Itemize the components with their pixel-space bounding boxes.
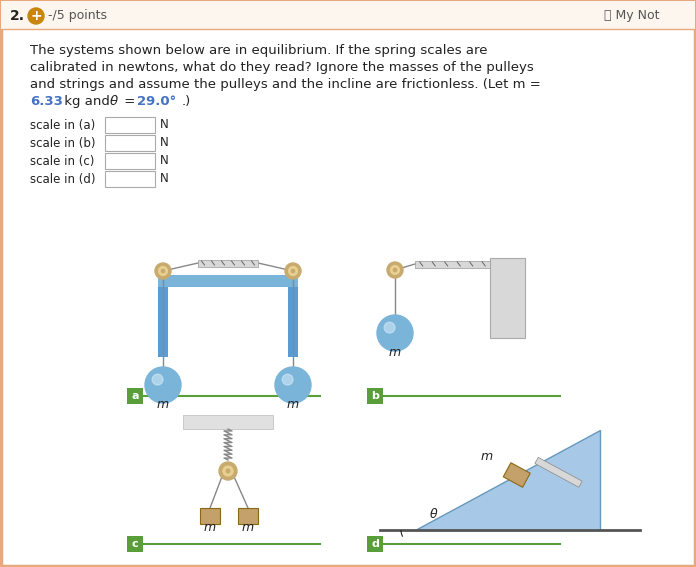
Text: N: N [160,137,168,150]
Text: m: m [204,521,216,534]
Circle shape [384,322,395,333]
FancyBboxPatch shape [288,287,298,357]
Circle shape [387,262,403,278]
Text: =: = [120,95,139,108]
Text: N: N [160,154,168,167]
Text: calibrated in newtons, what do they read? Ignore the masses of the pulleys: calibrated in newtons, what do they read… [30,61,534,74]
Text: d: d [371,539,379,549]
Text: m: m [481,450,493,463]
Text: c: c [132,539,139,549]
Text: m: m [157,398,169,411]
FancyBboxPatch shape [183,415,273,429]
Text: 2.: 2. [10,9,25,23]
Text: m: m [389,346,401,359]
FancyBboxPatch shape [200,508,220,524]
FancyBboxPatch shape [503,463,530,487]
Text: θ: θ [430,508,438,521]
FancyBboxPatch shape [105,153,155,169]
Circle shape [390,265,400,274]
FancyBboxPatch shape [105,171,155,187]
FancyBboxPatch shape [490,258,525,338]
Text: ⎙ My Not: ⎙ My Not [605,10,660,23]
Circle shape [226,469,230,473]
FancyBboxPatch shape [535,458,582,487]
FancyBboxPatch shape [367,536,383,552]
Circle shape [28,8,44,24]
Text: scale in (c): scale in (c) [30,154,95,167]
Circle shape [282,374,293,385]
FancyBboxPatch shape [105,117,155,133]
FancyBboxPatch shape [198,260,258,267]
Circle shape [393,268,397,272]
Circle shape [159,266,168,276]
Text: 29.0°: 29.0° [137,95,176,108]
Circle shape [161,269,164,273]
Text: N: N [160,119,168,132]
FancyBboxPatch shape [238,508,258,524]
Text: 6.33: 6.33 [30,95,63,108]
Circle shape [377,315,413,351]
Text: m: m [242,521,254,534]
Text: .): .) [182,95,191,108]
Circle shape [275,367,311,403]
Text: scale in (b): scale in (b) [30,137,95,150]
Circle shape [285,263,301,279]
Text: b: b [371,391,379,401]
Text: +: + [30,9,42,23]
FancyBboxPatch shape [158,275,298,287]
Circle shape [145,367,181,403]
Circle shape [155,263,171,279]
FancyBboxPatch shape [415,261,490,268]
Text: and strings and assume the pulleys and the incline are frictionless. (Let m =: and strings and assume the pulleys and t… [30,78,541,91]
Circle shape [223,466,233,476]
Polygon shape [415,430,600,530]
FancyBboxPatch shape [127,388,143,404]
FancyBboxPatch shape [1,1,695,29]
FancyBboxPatch shape [367,388,383,404]
Text: θ: θ [110,95,118,108]
FancyBboxPatch shape [105,135,155,151]
Text: a: a [132,391,139,401]
Text: N: N [160,172,168,185]
Text: -/5 points: -/5 points [48,10,107,23]
Circle shape [292,269,294,273]
Text: m: m [287,398,299,411]
Text: kg and: kg and [60,95,114,108]
Text: scale in (a): scale in (a) [30,119,95,132]
Text: scale in (d): scale in (d) [30,172,95,185]
Circle shape [219,462,237,480]
FancyBboxPatch shape [127,536,143,552]
Circle shape [289,266,297,276]
Circle shape [152,374,163,385]
FancyBboxPatch shape [158,287,168,357]
Text: The systems shown below are in equilibrium. If the spring scales are: The systems shown below are in equilibri… [30,44,487,57]
